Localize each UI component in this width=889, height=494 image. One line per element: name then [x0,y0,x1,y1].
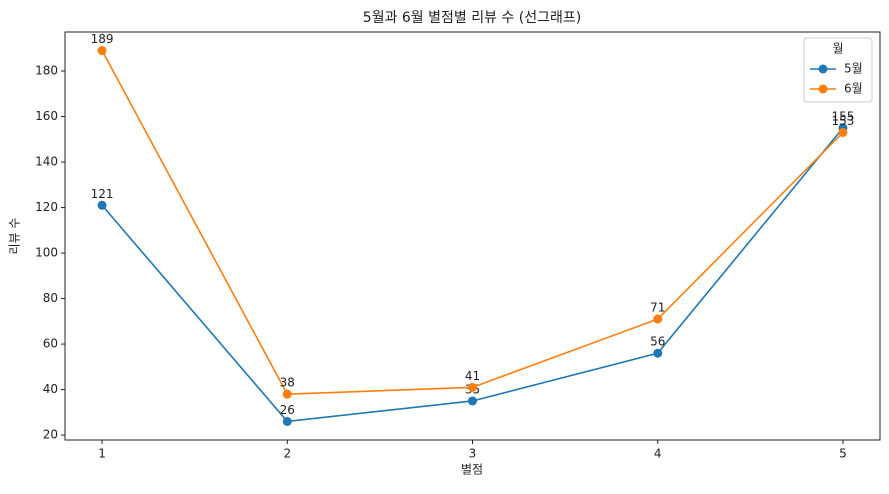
y-axis-label: 리뷰 수 [8,218,22,255]
legend-title: 월 [832,42,843,56]
data-label: 71 [650,301,665,315]
data-label: 121 [91,187,114,201]
data-label: 26 [280,403,295,417]
chart-title: 5월과 6월 별점별 리뷰 수 (선그래프) [363,10,581,26]
x-tick-label: 2 [283,447,291,461]
data-label: 155 [832,109,855,123]
data-point [653,314,663,324]
data-label: 189 [91,32,114,46]
data-point [468,396,477,406]
y-tick-label: 180 [35,64,58,78]
legend-label: 6월 [844,82,863,96]
x-tick-label: 1 [98,447,106,461]
data-point [282,389,292,399]
data-point [282,416,292,426]
data-point [468,382,477,392]
x-axis-label: 별점 [461,463,483,477]
data-label: 38 [280,376,295,390]
data-point [838,127,848,137]
x-tick-label: 4 [654,447,662,461]
y-tick-label: 60 [43,337,58,351]
legend-marker [818,64,828,74]
data-label: 41 [465,369,480,383]
data-point [97,200,107,210]
legend-marker [818,84,828,94]
y-tick-label: 160 [35,109,58,123]
legend-label: 5월 [844,62,863,76]
y-tick-label: 120 [35,200,58,214]
y-tick-label: 140 [35,155,58,169]
y-tick-label: 40 [43,382,58,396]
y-tick-label: 100 [35,246,58,260]
data-point [653,348,663,358]
y-tick-label: 20 [43,428,58,442]
data-label: 56 [650,335,665,349]
data-label: 153 [832,114,855,128]
x-tick-label: 3 [469,447,477,461]
data-point [97,46,107,56]
x-tick-label: 5 [839,447,847,461]
y-tick-label: 80 [43,291,58,305]
